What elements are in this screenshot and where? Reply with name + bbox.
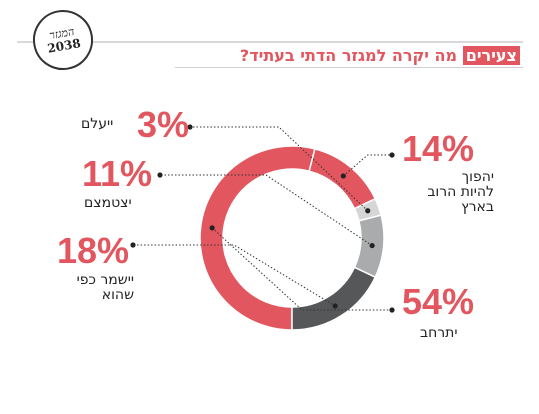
slice-majority xyxy=(308,147,377,210)
value-label-expand: 54% xyxy=(402,281,475,322)
slice-shrink xyxy=(353,214,385,279)
category-label-preserve: יישמר כפי שהוא xyxy=(62,273,134,303)
category-label-majority-line: בארץ xyxy=(461,199,494,215)
header-rule xyxy=(17,41,523,43)
leader-shrink-end-dot xyxy=(157,172,163,178)
chart-title: צעירים מה יקרה למגזר הדתי בעתיד? xyxy=(239,46,520,65)
category-label-shrink: יצטמצם xyxy=(84,196,132,211)
value-label-majority: 14% xyxy=(402,128,475,169)
leader-shrink-start-dot xyxy=(369,242,375,249)
leader-preserve-start-dot xyxy=(332,303,338,309)
leader-shrink xyxy=(160,174,373,246)
category-label-majority-line: יהפוך xyxy=(461,169,494,185)
category-label-expand: יתרחב xyxy=(420,326,457,341)
leader-disappear-end-dot xyxy=(187,124,193,130)
leader-expand-end-dot xyxy=(389,307,395,313)
title-tag: צעירים xyxy=(462,46,520,65)
category-label-preserve-line: שהוא xyxy=(101,287,134,303)
category-label-shrink-line: יצטמצם xyxy=(84,195,132,211)
category-label-expand-line: יתרחב xyxy=(420,325,458,341)
category-label-disappear: ייעלם xyxy=(81,117,113,132)
title-question: מה יקרה למגזר הדתי בעתיד? xyxy=(239,46,458,65)
leader-preserve xyxy=(133,244,336,307)
category-label-majority: יהפוך להיות הרוב בארץ xyxy=(414,170,494,215)
header-bottom-rule xyxy=(175,67,523,68)
category-label-majority-line: להיות הרוב xyxy=(427,184,494,200)
leader-disappear-start-dot xyxy=(365,208,371,214)
category-label-preserve-line: יישמר כפי xyxy=(76,272,134,288)
value-label-disappear: 3% xyxy=(137,104,190,145)
category-label-disappear-line: ייעלם xyxy=(81,116,114,132)
leader-lines xyxy=(130,124,395,313)
leader-majority-start-dot xyxy=(340,173,346,179)
leader-majority xyxy=(342,154,392,177)
slice-preserve xyxy=(291,266,377,331)
leader-expand-start-dot xyxy=(209,225,215,231)
value-label-preserve: 18% xyxy=(57,230,130,271)
slice-expand xyxy=(199,145,316,331)
leader-preserve-end-dot xyxy=(130,242,136,248)
donut-slices xyxy=(199,145,385,331)
value-label-shrink: 11% xyxy=(82,153,153,194)
leader-majority-end-dot xyxy=(389,152,395,158)
